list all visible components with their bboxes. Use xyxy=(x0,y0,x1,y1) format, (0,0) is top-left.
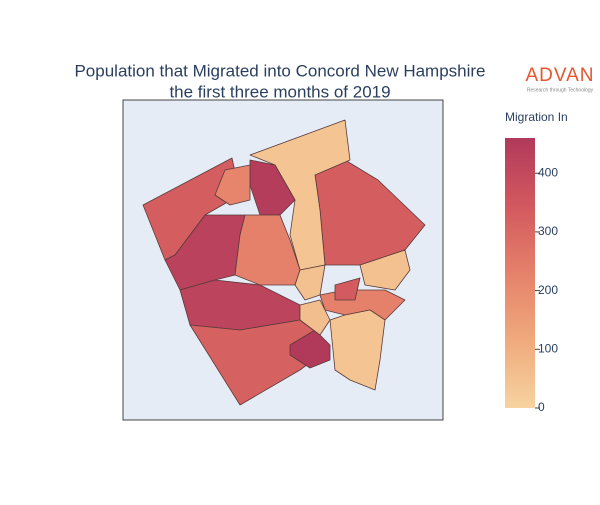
region xyxy=(214,164,251,206)
logo: ADVAN xyxy=(525,65,594,86)
colorbar xyxy=(505,138,535,408)
region xyxy=(294,264,326,301)
colorbar-tick-label: 400 xyxy=(538,165,558,179)
colorbar-tick-label: 300 xyxy=(538,224,558,238)
region xyxy=(329,309,386,391)
region xyxy=(334,277,361,301)
chart-title: the first three months of 2019 xyxy=(169,82,390,101)
colorbar-tick-label: 100 xyxy=(538,341,558,355)
chart-title: Population that Migrated into Concord Ne… xyxy=(74,61,485,80)
logo-tagline: Research through Technology xyxy=(527,87,594,93)
region xyxy=(359,249,411,291)
colorbar-title: Migration In xyxy=(505,110,568,124)
colorbar-tick-label: 0 xyxy=(538,400,545,414)
region xyxy=(299,299,331,336)
colorbar-tick-label: 200 xyxy=(538,283,558,297)
